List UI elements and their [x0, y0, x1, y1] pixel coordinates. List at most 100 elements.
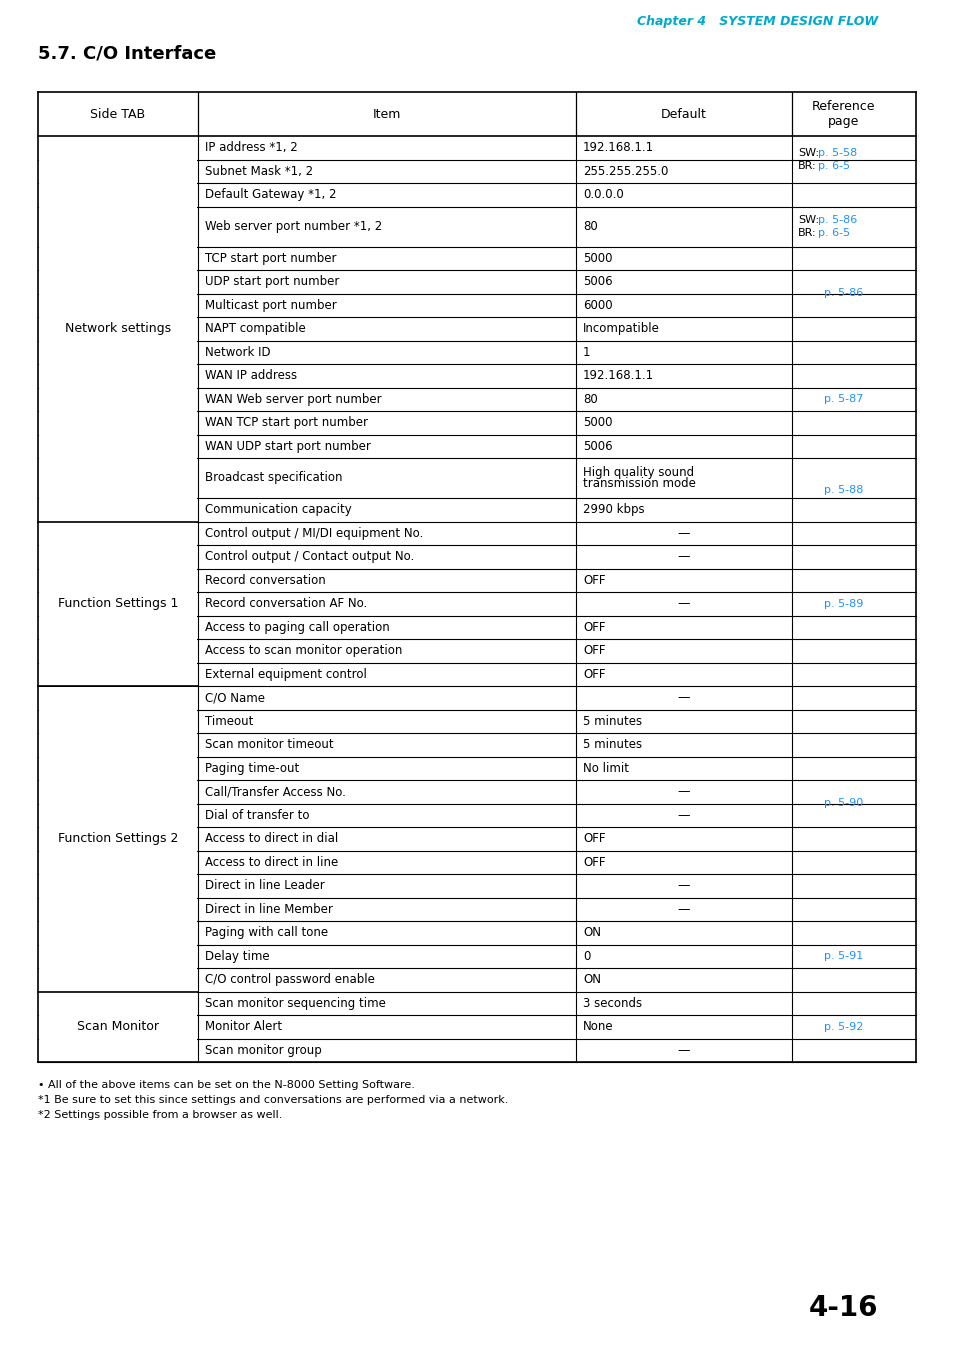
- Text: 6000: 6000: [582, 298, 612, 312]
- Text: —: —: [677, 691, 690, 705]
- Text: Scan monitor sequencing time: Scan monitor sequencing time: [205, 996, 385, 1010]
- Text: Network ID: Network ID: [205, 346, 271, 359]
- Text: C/O Name: C/O Name: [205, 691, 265, 705]
- Text: 255.255.255.0: 255.255.255.0: [582, 165, 668, 178]
- Text: p. 5-91: p. 5-91: [823, 952, 862, 961]
- Text: OFF: OFF: [582, 574, 605, 587]
- Text: 192.168.1.1: 192.168.1.1: [582, 142, 654, 154]
- Text: 5000: 5000: [582, 251, 612, 265]
- Text: Control output / MI/DI equipment No.: Control output / MI/DI equipment No.: [205, 526, 423, 540]
- Text: Function Settings 2: Function Settings 2: [58, 832, 178, 845]
- Text: None: None: [582, 1021, 613, 1033]
- Text: SW:: SW:: [797, 215, 819, 225]
- Text: transmission mode: transmission mode: [582, 477, 695, 490]
- Text: Paging time-out: Paging time-out: [205, 761, 299, 775]
- Text: Subnet Mask *1, 2: Subnet Mask *1, 2: [205, 165, 313, 178]
- Text: 5 minutes: 5 minutes: [582, 738, 641, 751]
- Text: Scan Monitor: Scan Monitor: [77, 1021, 159, 1033]
- Text: Multicast port number: Multicast port number: [205, 298, 336, 312]
- Text: p. 5-89: p. 5-89: [823, 599, 862, 609]
- Text: p. 5-92: p. 5-92: [823, 1022, 862, 1031]
- Text: 5000: 5000: [582, 416, 612, 429]
- Text: External equipment control: External equipment control: [205, 668, 367, 680]
- Text: —: —: [677, 526, 690, 540]
- Text: p. 5-88: p. 5-88: [823, 485, 862, 494]
- Text: 5006: 5006: [582, 275, 612, 289]
- Text: Scan monitor group: Scan monitor group: [205, 1044, 321, 1057]
- Text: WAN IP address: WAN IP address: [205, 370, 296, 382]
- Text: 5006: 5006: [582, 440, 612, 452]
- Bar: [38, 522, 197, 686]
- Text: Function Settings 1: Function Settings 1: [58, 597, 178, 610]
- Text: —: —: [677, 786, 690, 798]
- Text: *1 Be sure to set this since settings and conversations are performed via a netw: *1 Be sure to set this since settings an…: [38, 1095, 508, 1106]
- Text: Chapter 4   SYSTEM DESIGN FLOW: Chapter 4 SYSTEM DESIGN FLOW: [637, 15, 877, 28]
- Text: Access to direct in dial: Access to direct in dial: [205, 832, 338, 845]
- Text: Direct in line Member: Direct in line Member: [205, 903, 333, 915]
- Text: OFF: OFF: [582, 668, 605, 680]
- Text: 5 minutes: 5 minutes: [582, 714, 641, 728]
- Text: IP address *1, 2: IP address *1, 2: [205, 142, 297, 154]
- Text: —: —: [677, 809, 690, 822]
- Text: Network settings: Network settings: [65, 323, 171, 335]
- Text: 80: 80: [582, 393, 598, 406]
- Text: OFF: OFF: [582, 856, 605, 869]
- Text: 80: 80: [582, 220, 598, 234]
- Text: p. 5-86: p. 5-86: [823, 289, 862, 298]
- Text: No limit: No limit: [582, 761, 628, 775]
- Text: p. 6-5: p. 6-5: [817, 228, 849, 238]
- Text: Item: Item: [373, 108, 401, 120]
- Text: Access to direct in line: Access to direct in line: [205, 856, 338, 869]
- Text: Default Gateway *1, 2: Default Gateway *1, 2: [205, 188, 336, 201]
- Text: TCP start port number: TCP start port number: [205, 251, 336, 265]
- Text: Access to paging call operation: Access to paging call operation: [205, 621, 390, 633]
- Text: Default: Default: [660, 108, 706, 120]
- Text: High quality sound: High quality sound: [582, 466, 694, 479]
- Text: Web server port number *1, 2: Web server port number *1, 2: [205, 220, 382, 234]
- Text: Monitor Alert: Monitor Alert: [205, 1021, 282, 1033]
- Text: 5.7. C/O Interface: 5.7. C/O Interface: [38, 45, 216, 63]
- Text: OFF: OFF: [582, 621, 605, 633]
- Text: Broadcast specification: Broadcast specification: [205, 471, 342, 485]
- Text: p. 5-58: p. 5-58: [817, 148, 857, 158]
- Text: Communication capacity: Communication capacity: [205, 504, 352, 516]
- Text: • All of the above items can be set on the N-8000 Setting Software.: • All of the above items can be set on t…: [38, 1080, 415, 1089]
- Text: 2990 kbps: 2990 kbps: [582, 504, 644, 516]
- Text: 4-16: 4-16: [807, 1295, 877, 1322]
- Text: p. 5-87: p. 5-87: [823, 394, 862, 404]
- Text: —: —: [677, 879, 690, 892]
- Bar: [38, 136, 197, 521]
- Text: C/O control password enable: C/O control password enable: [205, 973, 375, 987]
- Text: OFF: OFF: [582, 644, 605, 657]
- Bar: [38, 687, 197, 991]
- Text: BR:: BR:: [797, 161, 816, 171]
- Text: Direct in line Leader: Direct in line Leader: [205, 879, 324, 892]
- Text: Access to scan monitor operation: Access to scan monitor operation: [205, 644, 402, 657]
- Text: —: —: [677, 903, 690, 915]
- Text: SW:: SW:: [797, 148, 819, 158]
- Text: WAN TCP start port number: WAN TCP start port number: [205, 416, 368, 429]
- Text: BR:: BR:: [797, 228, 816, 238]
- Text: UDP start port number: UDP start port number: [205, 275, 339, 289]
- Text: 1: 1: [582, 346, 590, 359]
- Text: WAN Web server port number: WAN Web server port number: [205, 393, 381, 406]
- Text: Control output / Contact output No.: Control output / Contact output No.: [205, 551, 414, 563]
- Text: Record conversation: Record conversation: [205, 574, 325, 587]
- Text: Incompatible: Incompatible: [582, 323, 659, 335]
- Text: 0: 0: [582, 950, 590, 963]
- Bar: [38, 992, 197, 1061]
- Text: Paging with call tone: Paging with call tone: [205, 926, 328, 940]
- Text: Scan monitor timeout: Scan monitor timeout: [205, 738, 334, 751]
- Text: ON: ON: [582, 926, 600, 940]
- Text: OFF: OFF: [582, 832, 605, 845]
- Text: —: —: [677, 597, 690, 610]
- Text: p. 6-5: p. 6-5: [817, 161, 849, 171]
- Text: Delay time: Delay time: [205, 950, 270, 963]
- Text: Call/Transfer Access No.: Call/Transfer Access No.: [205, 786, 346, 798]
- Text: p. 5-90: p. 5-90: [823, 798, 862, 809]
- Text: 3 seconds: 3 seconds: [582, 996, 641, 1010]
- Text: 192.168.1.1: 192.168.1.1: [582, 370, 654, 382]
- Text: Dial of transfer to: Dial of transfer to: [205, 809, 309, 822]
- Text: WAN UDP start port number: WAN UDP start port number: [205, 440, 371, 452]
- Text: —: —: [677, 551, 690, 563]
